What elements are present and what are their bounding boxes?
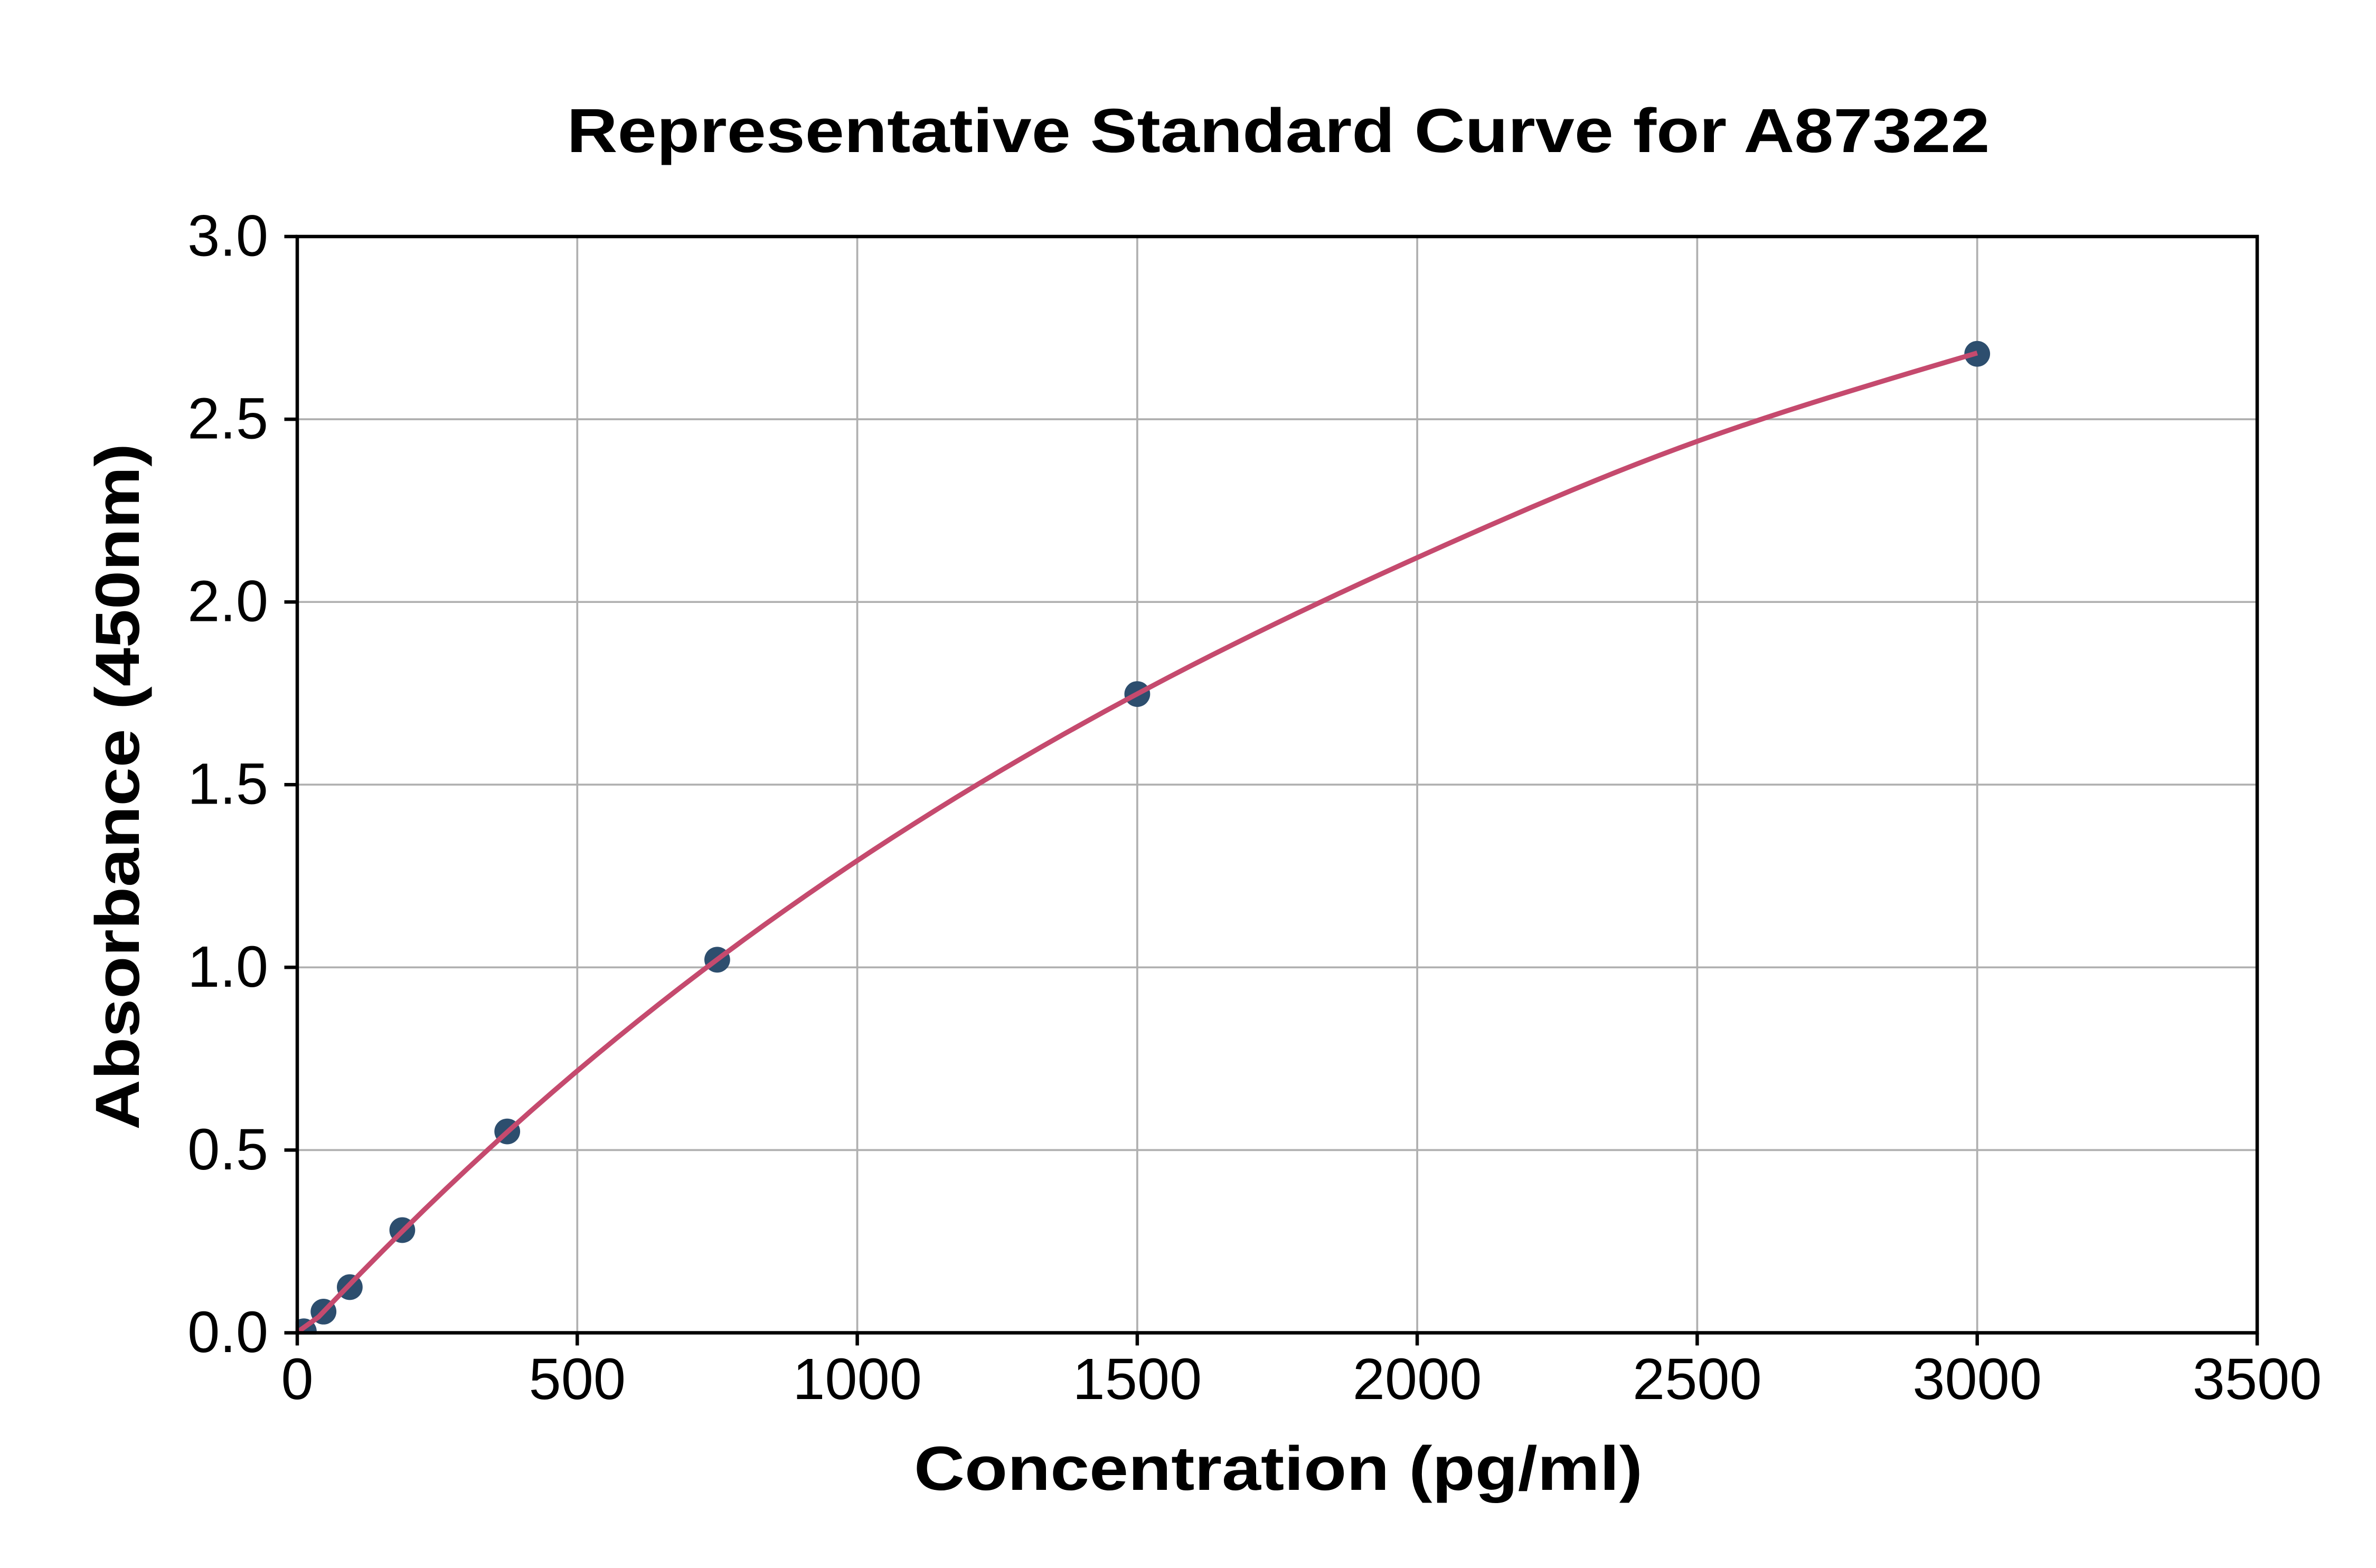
svg-text:0: 0 [281, 1347, 313, 1412]
svg-text:2.0: 2.0 [187, 569, 268, 634]
svg-text:1000: 1000 [793, 1347, 922, 1412]
svg-text:Absorbance (450nm): Absorbance (450nm) [83, 443, 153, 1130]
svg-text:1.5: 1.5 [187, 752, 268, 817]
svg-text:1500: 1500 [1073, 1347, 1202, 1412]
svg-text:Concentration (pg/ml): Concentration (pg/ml) [914, 1434, 1643, 1504]
svg-text:1.0: 1.0 [187, 934, 268, 999]
svg-text:500: 500 [529, 1347, 626, 1412]
svg-text:2000: 2000 [1353, 1347, 1482, 1412]
svg-text:Representative Standard Curve: Representative Standard Curve for A87322 [567, 96, 1990, 166]
svg-text:3000: 3000 [1912, 1347, 2042, 1412]
svg-text:2500: 2500 [1633, 1347, 1762, 1412]
svg-text:0.5: 0.5 [187, 1117, 268, 1182]
svg-text:3500: 3500 [2193, 1347, 2322, 1412]
svg-text:3.0: 3.0 [187, 204, 268, 269]
svg-text:0.0: 0.0 [187, 1300, 268, 1365]
svg-text:2.5: 2.5 [187, 386, 268, 451]
